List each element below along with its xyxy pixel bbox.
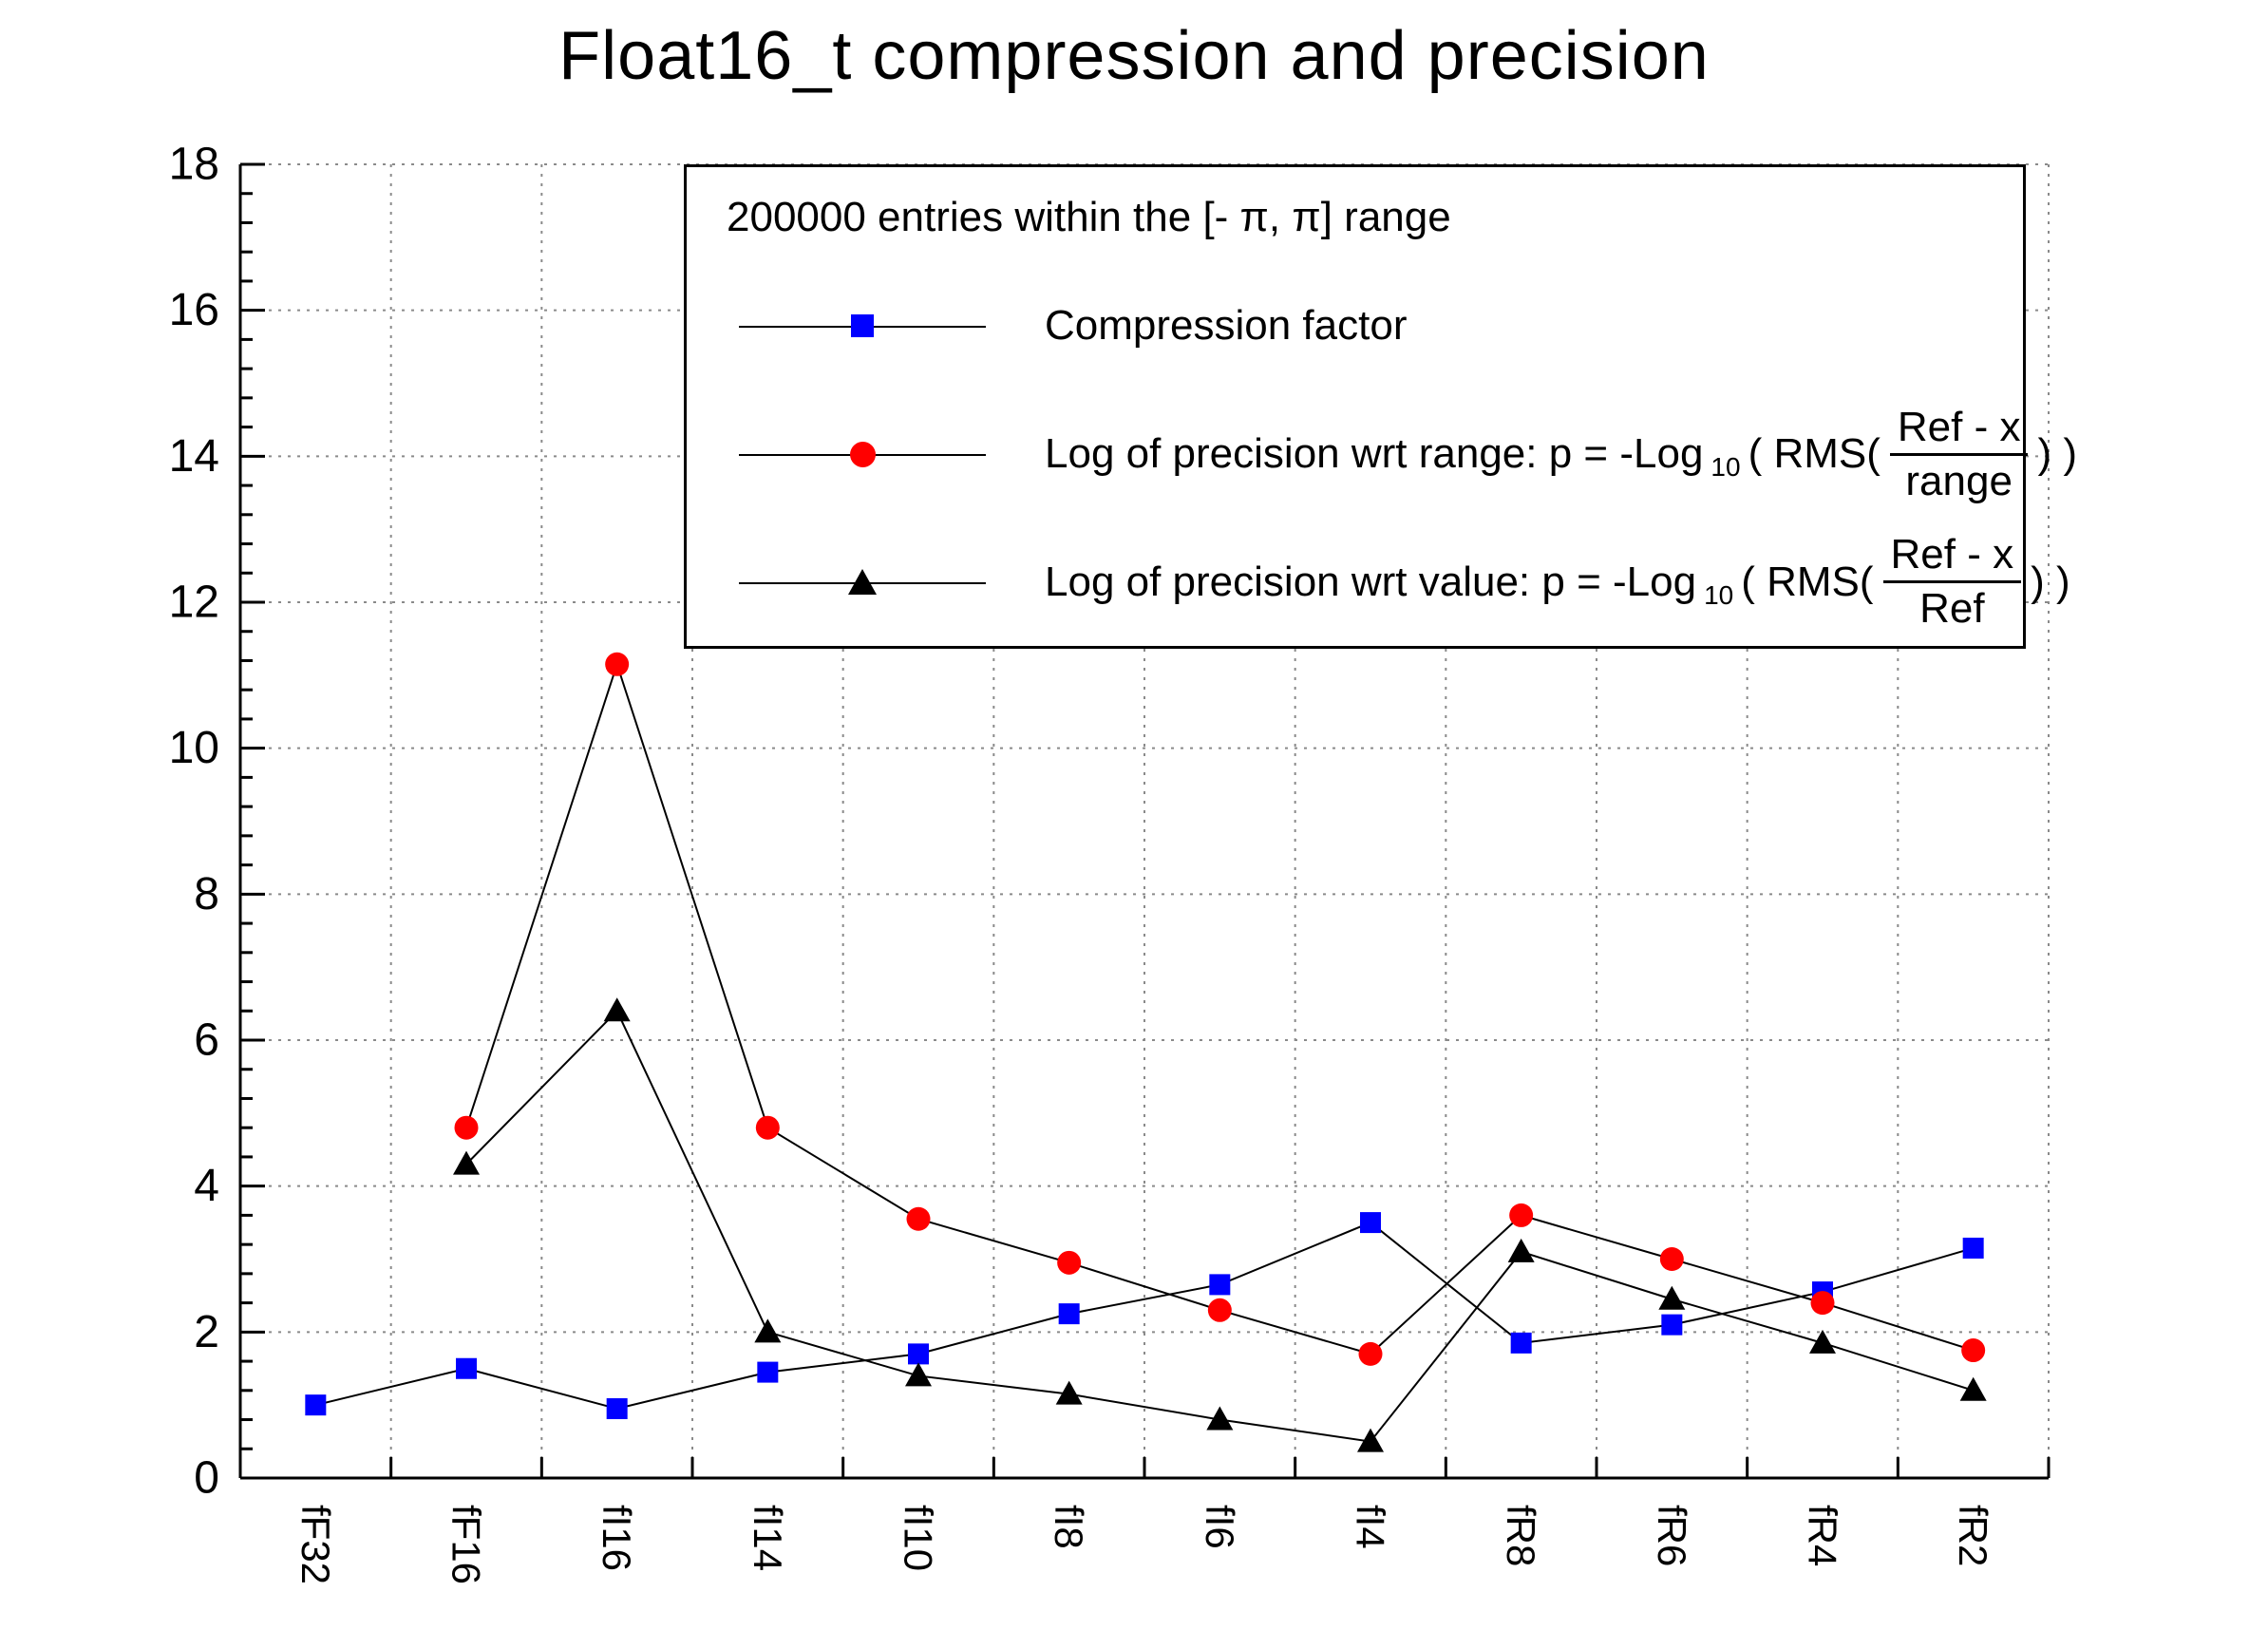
- x-tick-label: fF32: [293, 1505, 338, 1584]
- fraction: Ref - x range: [1889, 404, 2029, 505]
- square-marker-icon: [1360, 1212, 1381, 1234]
- legend-label: Log of precision wrt range: p = -Log 10 …: [1045, 404, 2077, 505]
- legend-label: Log of precision wrt value: p = -Log 10 …: [1045, 531, 2070, 633]
- circle-marker-icon: [906, 1206, 931, 1231]
- legend-key: [739, 310, 986, 342]
- legend-entry-compression: Compression factor: [687, 262, 2023, 390]
- triangle-marker-icon: [1206, 1406, 1234, 1431]
- triangle-marker-icon: [1055, 1380, 1083, 1405]
- legend-header: 200000 entries within the [- π, π] range: [727, 194, 1451, 240]
- legend-text: ) ): [2037, 430, 2077, 477]
- x-tick-label: fR2: [1951, 1505, 1995, 1566]
- legend-text: Log of precision wrt range: p = -Log: [1045, 430, 1704, 477]
- circle-marker-icon: [1509, 1203, 1534, 1227]
- y-tick-label: 6: [194, 1015, 219, 1066]
- y-tick-label: 18: [169, 140, 219, 190]
- circle-marker-icon: [755, 1115, 780, 1140]
- y-tick-label: 14: [169, 431, 219, 482]
- circle-marker-icon: [1207, 1298, 1232, 1322]
- x-tick-label: fI8: [1047, 1505, 1091, 1549]
- x-tick-label: fR8: [1499, 1505, 1543, 1566]
- square-marker-icon: [1661, 1314, 1683, 1336]
- triangle-marker-icon: [754, 1318, 782, 1343]
- triangle-marker-icon: [603, 997, 631, 1022]
- x-tick-label: fI10: [897, 1505, 941, 1571]
- legend-text: Compression factor: [1045, 302, 1408, 350]
- circle-marker-icon: [1810, 1291, 1835, 1316]
- square-marker-icon: [305, 1394, 327, 1416]
- log-subscript: 10: [1704, 579, 1734, 610]
- square-marker-icon: [908, 1343, 929, 1365]
- axes: [238, 162, 2051, 1480]
- legend-text: Log of precision wrt value: p = -Log: [1045, 558, 1697, 605]
- square-marker-icon: [606, 1398, 628, 1420]
- fraction-numerator: Ref - x: [1882, 531, 2022, 584]
- fraction-numerator: Ref - x: [1889, 404, 2029, 456]
- y-axis-labels: 0 2 4 6 8 10 12 14 16 18: [169, 140, 219, 1504]
- triangle-marker-icon: [1357, 1428, 1384, 1452]
- series-circle: [454, 652, 1986, 1366]
- x-tick-label: fF16: [444, 1505, 489, 1584]
- fraction-denominator: range: [1905, 457, 2013, 504]
- triangle-marker-icon: [453, 1150, 480, 1175]
- fraction-denominator: Ref: [1919, 585, 1985, 633]
- x-tick-label: fR6: [1650, 1505, 1694, 1566]
- legend-entry-precision-range: Log of precision wrt range: p = -Log 10 …: [687, 390, 2077, 519]
- circle-marker-icon: [1659, 1247, 1684, 1271]
- triangle-marker-icon: [905, 1362, 932, 1387]
- fraction: Ref - x Ref: [1882, 531, 2022, 633]
- legend-text: ( RMS(: [1741, 558, 1874, 605]
- x-tick-label: fI4: [1349, 1505, 1393, 1549]
- series-square: [305, 1212, 1984, 1420]
- x-axis-labels: fF32 fF16 fI16 fI14 fI10 fI8 fI6 fI4 fR8 fR6 fR4 fR…: [293, 1505, 1995, 1584]
- chart-title: Float16_t compression and precision: [558, 18, 1710, 94]
- x-tick-label: fI14: [746, 1505, 790, 1571]
- y-tick-label: 8: [194, 869, 219, 919]
- square-marker-icon: [851, 314, 874, 338]
- legend-entry-precision-value: Log of precision wrt value: p = -Log 10 …: [687, 518, 2070, 646]
- legend-text: ) ): [2031, 558, 2070, 605]
- y-tick-label: 2: [194, 1307, 219, 1357]
- circle-marker-icon: [1961, 1338, 1986, 1363]
- legend-box: 200000 entries within the [- π, π] range…: [684, 164, 2077, 649]
- y-tick-label: 0: [194, 1453, 219, 1504]
- circle-marker-icon: [605, 652, 630, 676]
- square-marker-icon: [757, 1361, 779, 1383]
- circle-marker-icon: [849, 441, 876, 467]
- circle-marker-icon: [1358, 1341, 1383, 1366]
- square-marker-icon: [1058, 1303, 1080, 1325]
- log-subscript: 10: [1710, 452, 1741, 482]
- y-tick-label: 10: [169, 723, 219, 773]
- legend-key: [739, 438, 986, 470]
- series-triangle: [453, 997, 1987, 1452]
- triangle-marker-icon: [1959, 1376, 1987, 1401]
- square-marker-icon: [1962, 1237, 1984, 1259]
- circle-marker-icon: [1057, 1250, 1082, 1275]
- square-marker-icon: [1510, 1332, 1532, 1354]
- y-tick-label: 12: [169, 578, 219, 628]
- y-tick-label: 4: [194, 1161, 219, 1211]
- triangle-marker-icon: [1809, 1329, 1836, 1354]
- legend-key: [739, 566, 986, 598]
- triangle-marker-icon: [1658, 1285, 1686, 1310]
- square-marker-icon: [456, 1357, 477, 1379]
- circle-marker-icon: [454, 1115, 479, 1140]
- triangle-marker-icon: [848, 569, 877, 596]
- x-tick-label: fR4: [1801, 1505, 1845, 1566]
- triangle-marker-icon: [1507, 1238, 1535, 1262]
- square-marker-icon: [1209, 1274, 1231, 1296]
- y-tick-label: 16: [169, 285, 219, 335]
- legend-text: ( RMS(: [1748, 430, 1881, 477]
- legend-label: Compression factor: [1045, 302, 1407, 350]
- x-tick-label: fI6: [1198, 1505, 1242, 1549]
- x-tick-label: fI16: [595, 1505, 639, 1571]
